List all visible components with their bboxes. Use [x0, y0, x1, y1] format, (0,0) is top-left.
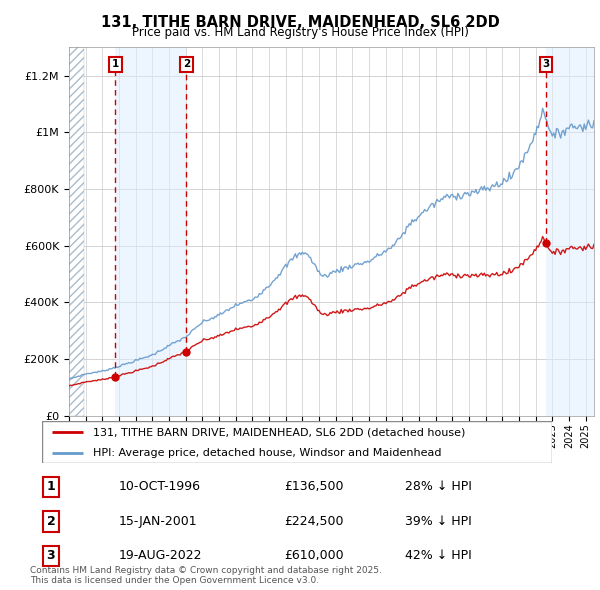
Text: 39% ↓ HPI: 39% ↓ HPI: [406, 515, 472, 528]
Text: 1: 1: [112, 59, 119, 69]
Text: 42% ↓ HPI: 42% ↓ HPI: [406, 549, 472, 562]
Text: 15-JAN-2001: 15-JAN-2001: [118, 515, 197, 528]
Text: 131, TITHE BARN DRIVE, MAIDENHEAD, SL6 2DD: 131, TITHE BARN DRIVE, MAIDENHEAD, SL6 2…: [101, 15, 499, 30]
Text: £610,000: £610,000: [284, 549, 344, 562]
Text: 10-OCT-1996: 10-OCT-1996: [118, 480, 200, 493]
Text: 2: 2: [183, 59, 190, 69]
Bar: [115, 47, 187, 416]
Text: Contains HM Land Registry data © Crown copyright and database right 2025.
This d: Contains HM Land Registry data © Crown c…: [30, 566, 382, 585]
Text: 3: 3: [542, 59, 550, 69]
Text: 28% ↓ HPI: 28% ↓ HPI: [406, 480, 472, 493]
Text: Price paid vs. HM Land Registry's House Price Index (HPI): Price paid vs. HM Land Registry's House …: [131, 26, 469, 39]
Text: 2: 2: [47, 515, 55, 528]
Text: HPI: Average price, detached house, Windsor and Maidenhead: HPI: Average price, detached house, Wind…: [93, 448, 442, 457]
Text: £136,500: £136,500: [284, 480, 343, 493]
Text: £224,500: £224,500: [284, 515, 343, 528]
Text: 3: 3: [47, 549, 55, 562]
Text: 19-AUG-2022: 19-AUG-2022: [118, 549, 202, 562]
Bar: [546, 47, 594, 416]
Text: 1: 1: [47, 480, 55, 493]
Text: 131, TITHE BARN DRIVE, MAIDENHEAD, SL6 2DD (detached house): 131, TITHE BARN DRIVE, MAIDENHEAD, SL6 2…: [93, 427, 466, 437]
Bar: [69, 47, 85, 416]
